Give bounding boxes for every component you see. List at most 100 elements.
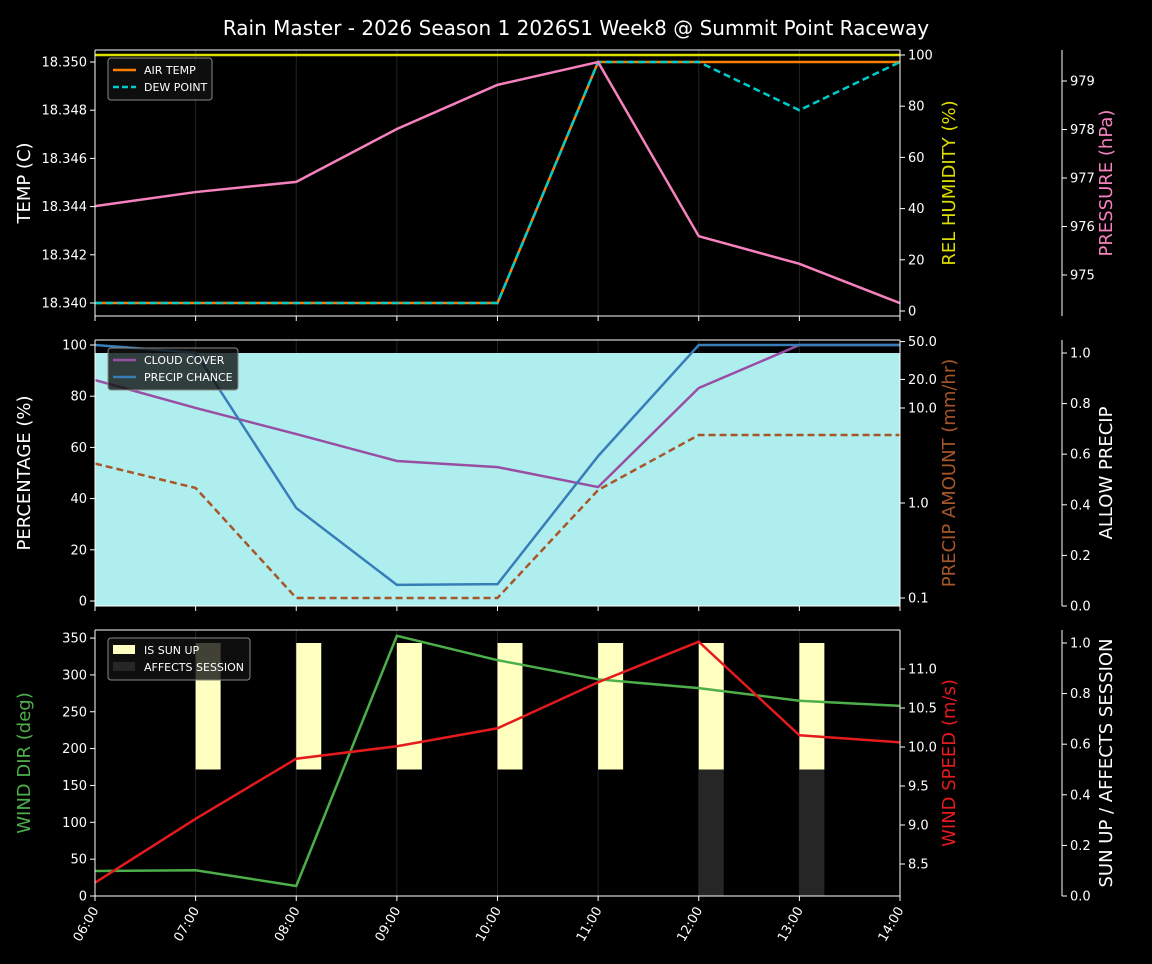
x-tick-label: 13:00 — [775, 905, 807, 945]
y-tick-label: 978 — [1070, 123, 1095, 138]
y-tick-label: 975 — [1070, 269, 1095, 284]
y-tick-label: 18.342 — [42, 248, 88, 263]
y-tick-label: 100 — [908, 49, 933, 64]
y3-axis-label: ALLOW PRECIP — [1096, 406, 1117, 539]
y-tick-label: 1.0 — [908, 497, 929, 512]
y3-axis-label: PRESSURE (hPa) — [1096, 110, 1117, 257]
legend-label: DEW POINT — [144, 81, 208, 94]
legend-label: AFFECTS SESSION — [144, 661, 244, 674]
y-tick-label: 18.348 — [42, 104, 88, 119]
x-tick-label: 10:00 — [473, 905, 505, 945]
y-tick-label: 50.0 — [908, 335, 937, 350]
legend-label: PRECIP CHANCE — [144, 371, 233, 384]
y-tick-label: 150 — [62, 779, 87, 794]
legend-label: IS SUN UP — [144, 644, 200, 657]
chart-title: Rain Master - 2026 Season 1 2026S1 Week8… — [223, 16, 929, 40]
series-line-dir — [94, 634, 901, 888]
y-tick-label: 0.6 — [1070, 448, 1091, 463]
bar-affects-session — [799, 769, 825, 896]
y-tick-label: 9.5 — [908, 780, 929, 795]
legend-label: AIR TEMP — [144, 64, 196, 77]
y-tick-label: 0 — [79, 890, 87, 905]
bar-is-sun-up — [598, 643, 624, 770]
y-tick-label: 80 — [70, 390, 87, 405]
panel-1: 18.340 18.342 18.344 18.346 18.348 18.350 0 20 4… — [14, 49, 1117, 321]
series-line-cloud-cover — [94, 343, 900, 489]
y-tick-label: 250 — [62, 705, 87, 720]
panel-2: 0 20 40 60 80 100 0.1 1.0 10.0 20.0 50.0 0.0 0.2 0.4 0… — [14, 335, 1117, 614]
bar-is-sun-up — [698, 643, 724, 770]
y-tick-label: 0.2 — [1070, 839, 1091, 854]
y-tick-label: 200 — [62, 742, 87, 757]
y-tick-label: 1.0 — [1070, 347, 1091, 362]
y-axis-label: TEMP (C) — [14, 142, 35, 224]
bar-is-sun-up — [799, 643, 825, 770]
y2-axis-label: WIND SPEED (m/s) — [939, 679, 960, 847]
y-tick-label: 350 — [62, 632, 87, 647]
y-tick-label: 300 — [62, 668, 87, 683]
y-axis-label: PERCENTAGE (%) — [14, 395, 35, 550]
series-line-precip-chance — [94, 343, 900, 587]
panel-3: 0 50 100 150 200 250 300 350 8.5 9.0 9.5 10.0 10.5 11… — [14, 629, 1117, 945]
y-tick-label: 40 — [908, 202, 925, 217]
bar-is-sun-up — [296, 643, 322, 770]
series-line-speed — [94, 640, 901, 884]
series-line-pressure — [94, 60, 901, 305]
legend-swatch — [113, 662, 135, 671]
y-tick-label: 9.0 — [908, 819, 929, 834]
legend-box — [107, 347, 239, 391]
series-line-dew-point — [95, 60, 901, 305]
y-tick-label: 10.0 — [908, 741, 937, 756]
y-tick-label: 0.1 — [908, 592, 929, 607]
x-tick-label: 09:00 — [373, 905, 405, 945]
y-tick-label: 18.344 — [42, 200, 88, 215]
legend-box — [107, 637, 251, 681]
y-tick-label: 10.0 — [908, 402, 937, 417]
y-tick-label: 0.0 — [1070, 890, 1091, 905]
y-tick-label: 10.5 — [908, 702, 937, 717]
y-tick-label: 976 — [1070, 220, 1095, 235]
y-tick-label: 20.0 — [908, 373, 937, 388]
allow-precip-area — [95, 353, 900, 606]
y-tick-label: 60 — [908, 151, 925, 166]
y-tick-label: 18.340 — [42, 297, 88, 312]
y-tick-label: 0 — [908, 305, 916, 320]
y-tick-label: 60 — [70, 441, 87, 456]
x-tick-label: 14:00 — [876, 905, 908, 945]
y-tick-label: 100 — [62, 339, 87, 354]
y-tick-label: 20 — [908, 253, 925, 268]
y-tick-label: 20 — [70, 543, 87, 558]
y2-axis-label: REL HUMIDITY (%) — [939, 100, 960, 265]
y3-axis-label: SUN UP / AFFECTS SESSION — [1096, 638, 1117, 887]
legend: AIR TEMP DEW POINT — [107, 57, 213, 101]
y-tick-label: 0.4 — [1070, 788, 1091, 803]
y-tick-label: 0 — [79, 595, 87, 610]
y-tick-label: 18.346 — [42, 152, 88, 167]
series-line-amount — [94, 433, 900, 600]
y-tick-label: 0.8 — [1070, 687, 1091, 702]
x-tick-label: 07:00 — [171, 905, 203, 945]
y-tick-label: 0.4 — [1070, 498, 1091, 513]
y-tick-label: 0.8 — [1070, 397, 1091, 412]
x-tick-label: 06:00 — [71, 905, 103, 945]
y-tick-label: 18.350 — [42, 56, 88, 71]
legend-label: CLOUD COVER — [144, 354, 225, 367]
y-tick-label: 0.6 — [1070, 738, 1091, 753]
y-tick-label: 40 — [70, 492, 87, 507]
bar-is-sun-up — [396, 643, 422, 770]
legend-swatch — [113, 645, 135, 654]
y-tick-label: 0.2 — [1070, 549, 1091, 564]
y-tick-label: 11.0 — [908, 663, 937, 678]
bar-affects-session — [698, 769, 724, 896]
legend: CLOUD COVER PRECIP CHANCE — [107, 347, 239, 391]
y-tick-label: 100 — [62, 816, 87, 831]
x-tick-label: 12:00 — [674, 905, 706, 945]
y-tick-label: 0.0 — [1070, 600, 1091, 615]
x-tick-label: 11:00 — [574, 905, 606, 945]
y-tick-label: 979 — [1070, 75, 1095, 90]
y-tick-label: 50 — [70, 853, 87, 868]
y-tick-label: 80 — [908, 100, 925, 115]
legend-box — [107, 57, 213, 101]
y-tick-label: 1.0 — [1070, 637, 1091, 652]
